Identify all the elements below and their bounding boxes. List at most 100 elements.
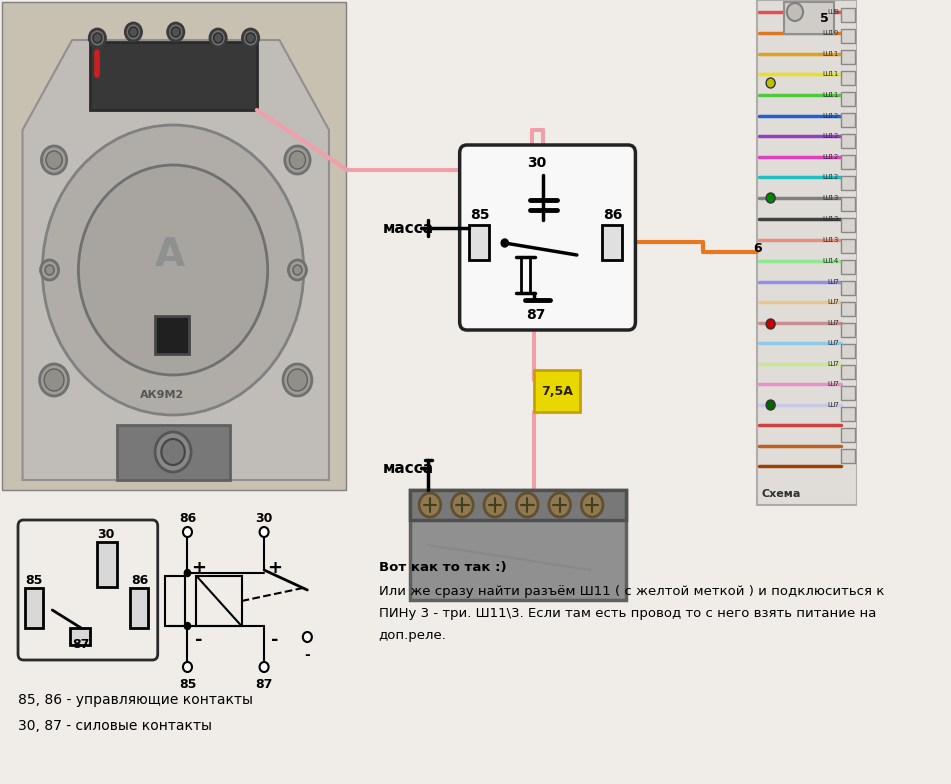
Bar bbox=[841, 428, 855, 442]
Text: Ш11: Ш11 bbox=[823, 51, 839, 57]
Circle shape bbox=[41, 260, 59, 280]
Circle shape bbox=[452, 493, 474, 517]
Circle shape bbox=[210, 29, 226, 47]
Text: доп.реле.: доп.реле. bbox=[378, 630, 446, 643]
Circle shape bbox=[43, 125, 303, 415]
Text: 5: 5 bbox=[821, 12, 829, 24]
Text: 30, 87 - силовые контакты: 30, 87 - силовые контакты bbox=[18, 719, 212, 733]
Text: +: + bbox=[267, 559, 282, 577]
Bar bbox=[785, 2, 834, 34]
Bar bbox=[841, 323, 855, 337]
Text: Ш7: Ш7 bbox=[827, 340, 839, 346]
Bar bbox=[841, 176, 855, 190]
Circle shape bbox=[484, 493, 506, 517]
Circle shape bbox=[288, 260, 306, 280]
Text: -: - bbox=[271, 631, 279, 649]
Bar bbox=[841, 113, 855, 127]
Text: 85: 85 bbox=[179, 677, 196, 691]
Circle shape bbox=[214, 33, 223, 43]
Bar bbox=[841, 344, 855, 358]
Circle shape bbox=[293, 265, 301, 275]
Circle shape bbox=[171, 27, 181, 37]
Circle shape bbox=[42, 146, 67, 174]
Circle shape bbox=[516, 493, 538, 517]
Text: Ш7: Ш7 bbox=[827, 381, 839, 387]
Text: -: - bbox=[195, 631, 202, 649]
Text: Ш7: Ш7 bbox=[827, 402, 839, 408]
Circle shape bbox=[786, 3, 803, 21]
Circle shape bbox=[45, 265, 54, 275]
Circle shape bbox=[289, 151, 305, 169]
Circle shape bbox=[184, 622, 190, 630]
Bar bbox=[70, 628, 90, 645]
Circle shape bbox=[767, 78, 775, 88]
Circle shape bbox=[767, 400, 775, 410]
Text: 7,5A: 7,5A bbox=[541, 384, 573, 397]
Text: 87: 87 bbox=[72, 638, 89, 652]
Text: 6: 6 bbox=[753, 241, 762, 255]
Text: Ш12: Ш12 bbox=[823, 113, 839, 119]
Text: 85: 85 bbox=[470, 208, 489, 222]
Bar bbox=[410, 490, 627, 600]
Bar bbox=[841, 260, 855, 274]
Circle shape bbox=[44, 369, 64, 391]
Circle shape bbox=[155, 432, 191, 472]
Bar bbox=[841, 386, 855, 400]
Text: 85, 86 - управляющие контакты: 85, 86 - управляющие контакты bbox=[18, 693, 253, 707]
Circle shape bbox=[302, 632, 312, 642]
Circle shape bbox=[93, 33, 102, 43]
Bar bbox=[129, 588, 147, 628]
Text: Ш7: Ш7 bbox=[827, 320, 839, 326]
Bar bbox=[841, 92, 855, 106]
Circle shape bbox=[40, 364, 68, 396]
Circle shape bbox=[246, 33, 255, 43]
Bar bbox=[841, 239, 855, 253]
Bar bbox=[534, 370, 579, 412]
Circle shape bbox=[767, 193, 775, 203]
Circle shape bbox=[167, 23, 184, 41]
Text: 87: 87 bbox=[527, 308, 546, 322]
Text: Ш11: Ш11 bbox=[823, 71, 839, 77]
Text: Ш12: Ш12 bbox=[823, 154, 839, 160]
Bar bbox=[841, 302, 855, 316]
Text: Вот как то так :): Вот как то так :) bbox=[378, 561, 506, 575]
Bar bbox=[841, 281, 855, 295]
Circle shape bbox=[78, 165, 267, 375]
Text: 30: 30 bbox=[527, 156, 546, 170]
Circle shape bbox=[287, 369, 307, 391]
Bar bbox=[197, 576, 242, 626]
Text: 86: 86 bbox=[603, 208, 623, 222]
Circle shape bbox=[419, 493, 440, 517]
FancyBboxPatch shape bbox=[18, 520, 158, 660]
Text: 30: 30 bbox=[256, 511, 273, 524]
Text: масса: масса bbox=[383, 220, 435, 235]
Circle shape bbox=[581, 493, 603, 517]
Bar bbox=[841, 365, 855, 379]
Circle shape bbox=[501, 239, 509, 247]
Bar bbox=[2, 2, 346, 490]
Circle shape bbox=[126, 23, 142, 41]
Circle shape bbox=[184, 569, 190, 576]
Bar bbox=[841, 29, 855, 43]
Bar bbox=[841, 71, 855, 85]
Bar bbox=[155, 316, 189, 354]
Circle shape bbox=[89, 29, 106, 47]
FancyBboxPatch shape bbox=[459, 145, 635, 330]
Bar bbox=[602, 225, 622, 260]
Text: Ш7: Ш7 bbox=[827, 299, 839, 305]
Text: +: + bbox=[191, 559, 205, 577]
Bar bbox=[26, 588, 43, 628]
Bar bbox=[841, 407, 855, 421]
Text: Ш12: Ш12 bbox=[823, 174, 839, 180]
Text: 85: 85 bbox=[26, 574, 43, 586]
Bar bbox=[97, 542, 117, 587]
Circle shape bbox=[284, 146, 310, 174]
Text: Ш7: Ш7 bbox=[827, 279, 839, 285]
Text: 30: 30 bbox=[98, 528, 115, 542]
Text: 87: 87 bbox=[256, 677, 273, 691]
Circle shape bbox=[283, 364, 312, 396]
Bar bbox=[841, 50, 855, 64]
Bar bbox=[757, 0, 857, 505]
Bar bbox=[841, 134, 855, 148]
Text: 86: 86 bbox=[131, 574, 148, 586]
